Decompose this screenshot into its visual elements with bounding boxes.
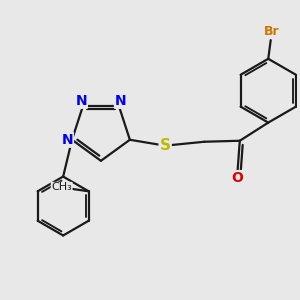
Text: CH₃: CH₃ [51,182,72,192]
Text: O: O [231,171,243,185]
Text: N: N [75,94,87,108]
Text: S: S [160,138,171,153]
Text: Br: Br [263,25,279,38]
Text: N: N [61,133,73,147]
Text: N: N [115,94,127,108]
